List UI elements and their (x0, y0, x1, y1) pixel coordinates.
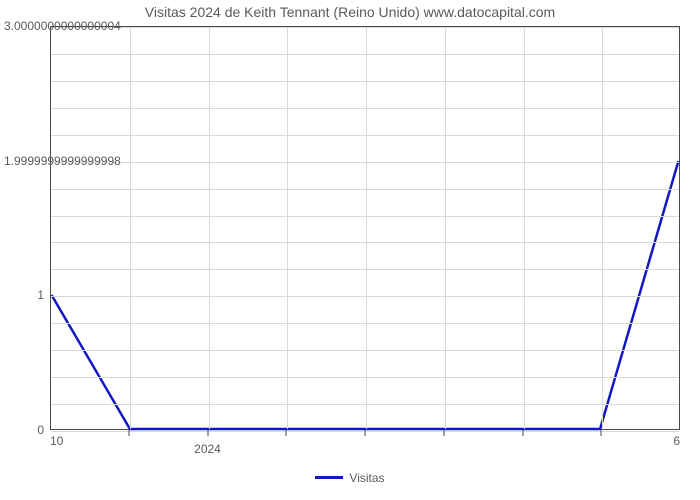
grid-v (209, 27, 210, 429)
chart-container: Visitas 2024 de Keith Tennant (Reino Uni… (0, 0, 700, 500)
grid-h-major (51, 27, 679, 28)
grid-h-minor (51, 135, 679, 136)
grid-v (130, 27, 131, 429)
legend: Visitas (0, 470, 700, 485)
grid-h-minor (51, 189, 679, 190)
x-tick-mark (443, 430, 444, 436)
grid-h-minor (51, 108, 679, 109)
chart-title: Visitas 2024 de Keith Tennant (Reino Uni… (0, 4, 700, 20)
x-tick-mark (128, 430, 129, 436)
plot-area (50, 26, 680, 430)
grid-h-major (51, 296, 679, 297)
grid-h-minor (51, 404, 679, 405)
grid-h-major (51, 162, 679, 163)
x-tick-mark (522, 430, 523, 436)
grid-h-minor (51, 377, 679, 378)
legend-label: Visitas (349, 471, 384, 485)
grid-v (287, 27, 288, 429)
grid-h-minor (51, 242, 679, 243)
series-visitas (52, 161, 679, 429)
legend-swatch (315, 476, 343, 479)
x-tick-mark (286, 430, 287, 436)
grid-v (366, 27, 367, 429)
y-tick-label: 1.9999999999999998 (4, 154, 44, 168)
series-line (51, 27, 679, 429)
grid-h-minor (51, 323, 679, 324)
x-tick-label: 2024 (194, 442, 221, 456)
x-right-label: 6 (673, 434, 680, 448)
grid-v (445, 27, 446, 429)
x-tick-mark (601, 430, 602, 436)
x-tick-mark (365, 430, 366, 436)
grid-v (524, 27, 525, 429)
y-tick-label: 3.0000000000000004 (4, 19, 44, 33)
x-tick-mark (207, 430, 208, 436)
x-left-label: 10 (50, 434, 63, 448)
y-tick-label: 0 (4, 423, 44, 437)
grid-h-minor (51, 350, 679, 351)
grid-h-minor (51, 81, 679, 82)
grid-h-minor (51, 269, 679, 270)
grid-h-minor (51, 216, 679, 217)
grid-h-minor (51, 54, 679, 55)
grid-v (602, 27, 603, 429)
y-tick-label: 1 (4, 288, 44, 302)
